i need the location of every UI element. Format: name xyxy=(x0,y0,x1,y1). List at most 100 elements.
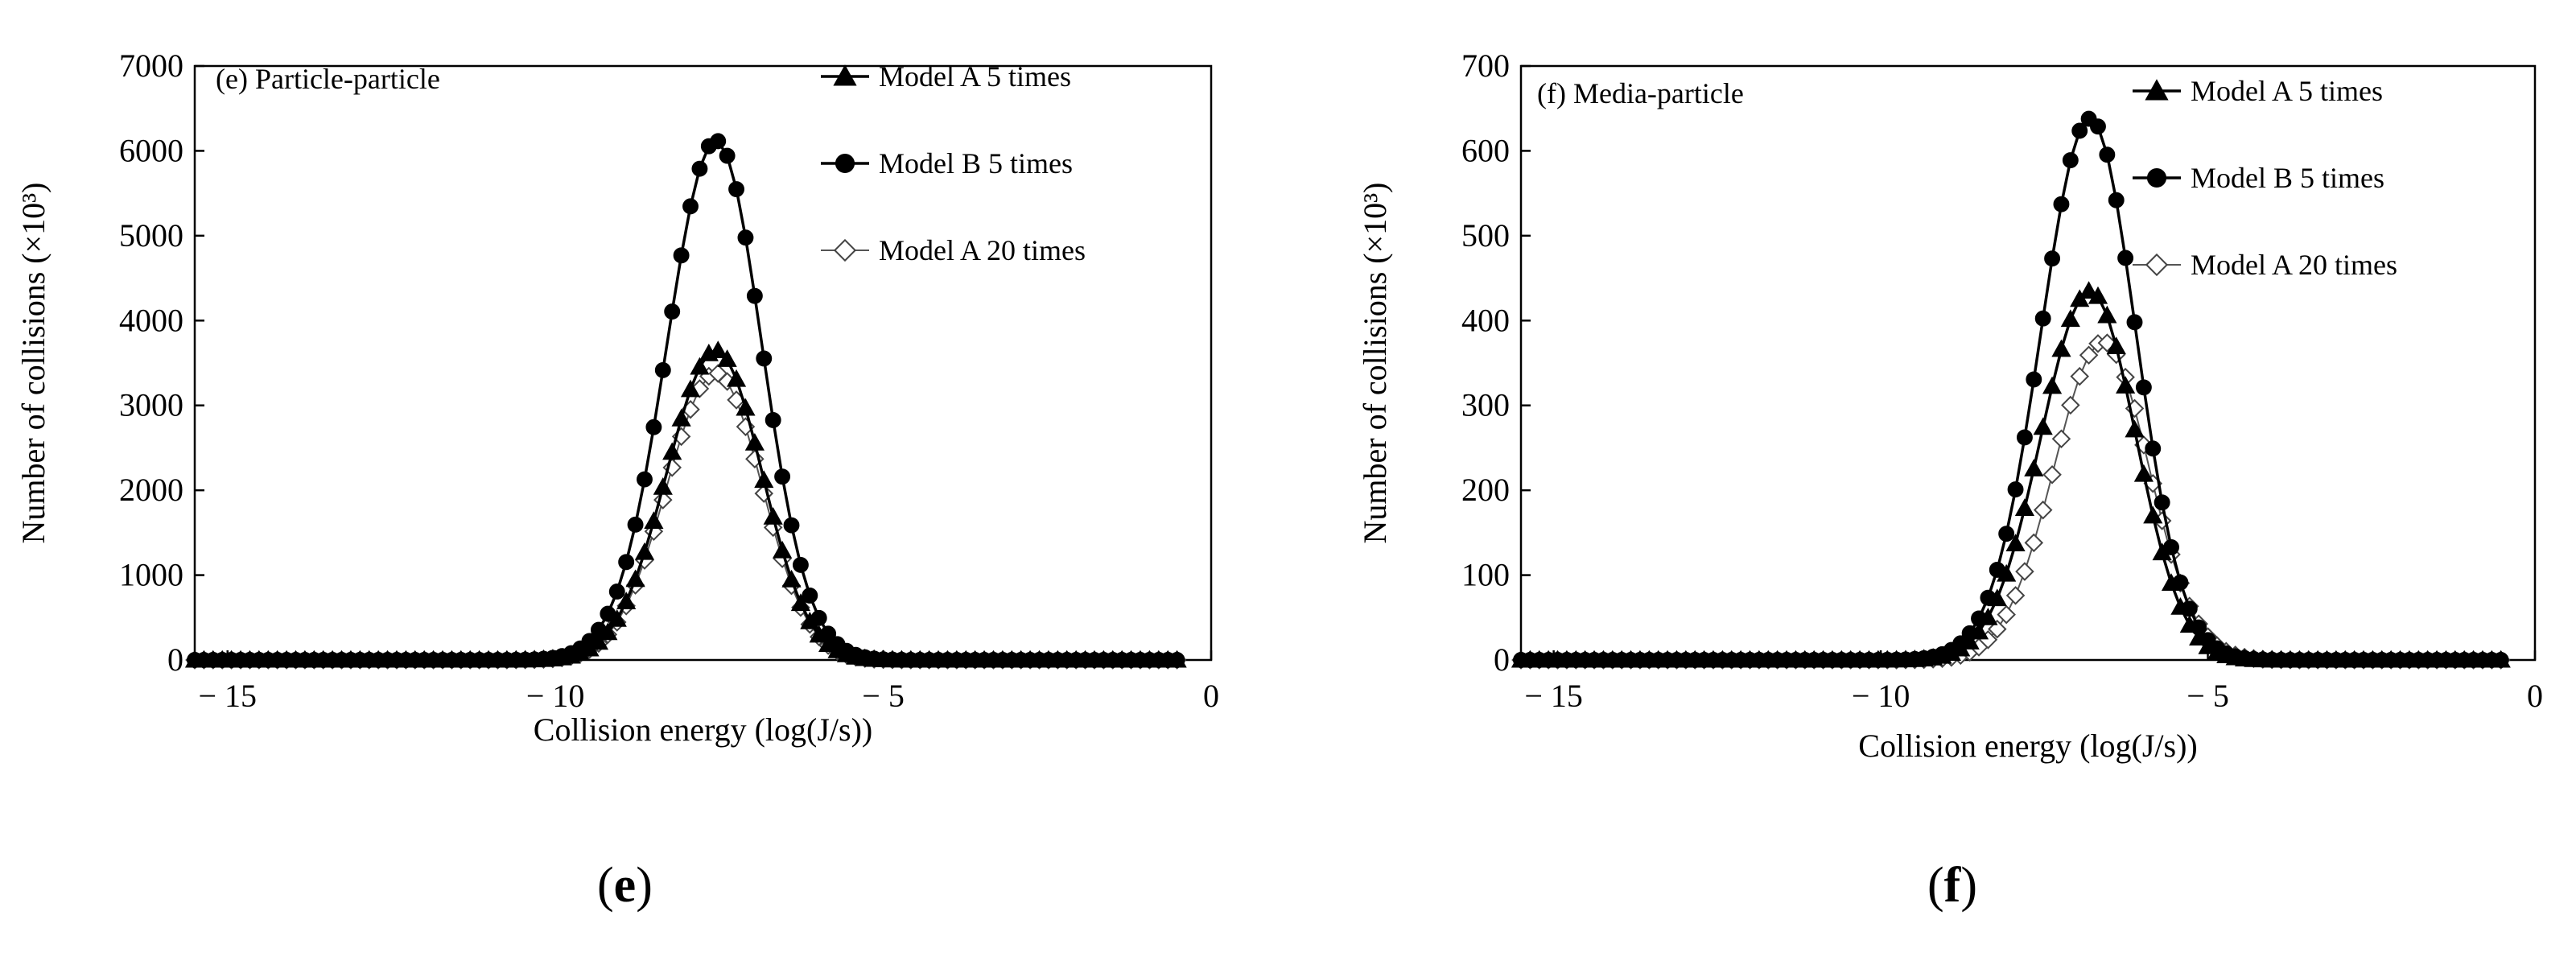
data-point xyxy=(2135,379,2152,396)
legend-label: Model A 5 times xyxy=(879,60,1071,93)
data-point xyxy=(682,198,699,215)
y-tick-label: 500 xyxy=(1461,217,1510,254)
series-line xyxy=(195,372,1177,661)
data-point xyxy=(726,369,747,387)
data-point xyxy=(2060,309,2080,328)
data-point xyxy=(2024,533,2044,553)
data-point xyxy=(627,516,644,533)
data-point xyxy=(645,419,662,435)
y-tick-label: 5000 xyxy=(119,217,183,254)
data-point xyxy=(781,569,802,588)
data-point xyxy=(710,133,727,150)
y-tick-label: 200 xyxy=(1461,472,1510,508)
data-point xyxy=(673,247,690,264)
legend-label: Model B 5 times xyxy=(2191,162,2384,194)
data-point xyxy=(2090,118,2106,135)
data-point xyxy=(654,361,671,378)
data-point xyxy=(2181,600,2198,617)
caption-open: ( xyxy=(1927,858,1944,913)
data-point xyxy=(1980,589,1997,606)
legend-label: Model A 20 times xyxy=(2191,249,2397,281)
x-tick-label: 0 xyxy=(1203,678,1219,714)
y-tick-label: 0 xyxy=(167,641,183,678)
y-tick-label: 300 xyxy=(1461,387,1510,423)
data-point xyxy=(2026,371,2042,388)
x-axis-title: Collision energy (log(J/s)) xyxy=(534,711,872,748)
data-point xyxy=(783,517,800,534)
caption-close: ) xyxy=(1960,858,1977,913)
data-point xyxy=(2033,500,2053,520)
legend-label: Model A 20 times xyxy=(879,234,1086,266)
x-tick-label: − 10 xyxy=(526,678,585,714)
caption-letter: f xyxy=(1944,858,1962,913)
legend-label: Model A 5 times xyxy=(2191,75,2383,107)
data-point xyxy=(637,471,653,488)
data-point xyxy=(2015,562,2034,581)
x-axis-title: Collision energy (log(J/s)) xyxy=(1858,728,2197,764)
caption-letter: e xyxy=(614,858,637,913)
data-point xyxy=(671,408,691,427)
data-point xyxy=(763,506,783,525)
y-tick-label: 4000 xyxy=(119,302,183,338)
legend-marker xyxy=(2146,167,2167,188)
data-point xyxy=(2108,192,2125,208)
data-point xyxy=(2016,429,2033,446)
series-diamond xyxy=(1511,333,2511,670)
data-point xyxy=(590,621,607,638)
legend-marker xyxy=(833,238,857,262)
data-point xyxy=(2034,310,2051,327)
data-point xyxy=(2005,534,2026,552)
data-point xyxy=(2044,250,2061,267)
data-point xyxy=(772,540,793,559)
data-point xyxy=(644,511,664,529)
data-point xyxy=(820,625,837,642)
data-point xyxy=(2007,481,2024,498)
data-point xyxy=(792,556,809,573)
data-point xyxy=(1998,526,2015,542)
y-tick-label: 0 xyxy=(1494,641,1510,678)
data-point xyxy=(774,468,791,485)
data-point xyxy=(691,160,708,177)
x-tick-label: − 5 xyxy=(2187,678,2229,714)
panel-caption: (f) xyxy=(1927,858,1977,913)
data-point xyxy=(746,287,763,304)
x-tick-label: − 15 xyxy=(1524,678,1583,714)
chart-panel-0: 0 1000 2000 3000 4000 5000 6000 7000 − 15 − 10 − 5… xyxy=(15,47,1219,913)
series-circle xyxy=(1513,110,2509,668)
data-point xyxy=(2117,250,2134,266)
data-point xyxy=(1989,562,2005,578)
data-point xyxy=(719,147,736,164)
x-tick-label: − 10 xyxy=(1852,678,1910,714)
data-point xyxy=(1997,604,2016,625)
y-tick-label: 700 xyxy=(1461,47,1510,84)
x-tick-label: 0 xyxy=(2527,678,2543,714)
data-point xyxy=(2061,395,2080,415)
y-tick-label: 100 xyxy=(1461,557,1510,593)
legend-entry: Model A 5 times xyxy=(2133,75,2383,107)
legend-entry: Model B 5 times xyxy=(821,147,1073,179)
data-point xyxy=(2070,366,2089,386)
y-axis-title: Number of collisions (×10³) xyxy=(15,183,52,544)
legend-entry: Model A 20 times xyxy=(2133,249,2397,281)
plot-frame xyxy=(1519,64,2537,662)
data-point xyxy=(653,490,673,509)
panel-label: (e) Particle-particle xyxy=(216,63,440,95)
caption-open: ( xyxy=(597,858,614,913)
data-point xyxy=(2014,498,2035,516)
data-point xyxy=(581,633,598,650)
data-point xyxy=(2145,440,2162,457)
data-point xyxy=(2106,336,2126,354)
legend-marker xyxy=(835,153,855,174)
data-point xyxy=(2053,196,2070,212)
y-tick-label: 6000 xyxy=(119,132,183,168)
chart-panel-1: 0 100 200 300 400 500 600 700 − 15 − 10 − 5 0 Collis… xyxy=(1357,47,2543,913)
data-point xyxy=(2071,122,2088,139)
data-point xyxy=(1168,652,1185,668)
data-point xyxy=(2042,465,2062,485)
data-point xyxy=(2133,464,2154,482)
x-tick-label: − 15 xyxy=(198,678,257,714)
data-point xyxy=(728,181,745,197)
data-point xyxy=(690,357,710,375)
data-point xyxy=(737,229,754,246)
